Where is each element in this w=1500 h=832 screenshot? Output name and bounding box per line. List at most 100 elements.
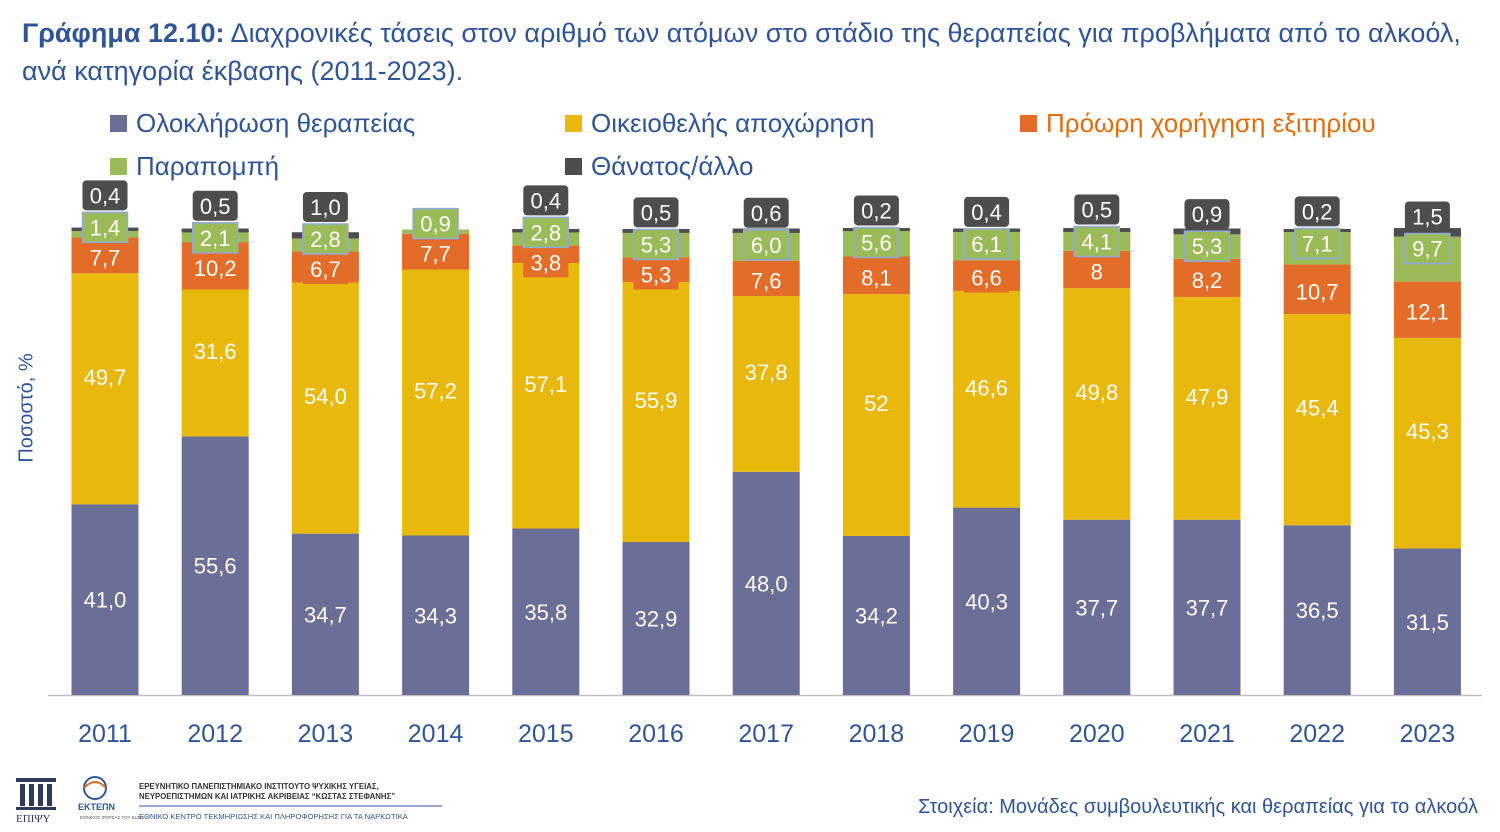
label-completion-2012: 55,6 (194, 554, 237, 579)
label-death-2020-box (1074, 194, 1120, 225)
label-referral-2023: 9,7 (1412, 237, 1443, 262)
label-voluntary-2020: 49,8 (1075, 380, 1118, 405)
bar-completion-2018 (842, 535, 910, 695)
label-referral-2015: 2,8 (531, 220, 562, 245)
label-death-2020: 0,5 (1082, 198, 1113, 223)
x-tick-2011: 2011 (78, 720, 132, 748)
label-referral-2022-box (1293, 227, 1341, 260)
x-tick-2022: 2022 (1289, 720, 1345, 748)
label-death-2023-box (1404, 201, 1450, 232)
label-death-2011-box (82, 180, 128, 211)
label-referral-2014: 0,9 (420, 212, 451, 237)
label-referral-2011-box (81, 211, 129, 244)
label-referral-2013: 2,8 (310, 227, 341, 252)
x-tick-2017: 2017 (738, 720, 794, 748)
label-referral-2014-box (412, 207, 459, 240)
label-voluntary-2012: 31,6 (194, 339, 237, 364)
label-discharge-2020-box (1081, 256, 1112, 287)
label-referral-2019: 6,1 (971, 232, 1002, 257)
label-discharge-2023: 12,1 (1406, 300, 1449, 325)
ektepn-logo-sub: ΕΘΝΙΚΟΣ ΦΟΡΕΑΣ ΤΟΥ EUDA (80, 815, 144, 820)
ektepn-logo: ΕΚΤΕΠΝ ΕΘΝΙΚΟΣ ΦΟΡΕΑΣ ΤΟΥ EUDA (78, 776, 144, 820)
label-death-2013: 1,0 (310, 195, 341, 220)
chart-title-number: Γράφημα 12.10: (22, 18, 225, 48)
label-discharge-2021-box (1184, 264, 1230, 295)
source-note: Στοιχεία: Μονάδες συμβουλευτικής και θερ… (918, 796, 1478, 818)
label-death-2021-box (1184, 199, 1230, 230)
label-death-2012-box (192, 190, 238, 221)
bar-voluntary-2011 (71, 273, 139, 505)
legend-item-referral: Παραπομπή (110, 151, 279, 182)
label-discharge-2016-box (633, 259, 679, 290)
label-discharge-2019: 6,6 (971, 266, 1002, 291)
label-referral-2021-box (1183, 230, 1231, 262)
x-tick-2016: 2016 (628, 720, 684, 748)
label-voluntary-2016: 55,9 (635, 388, 678, 413)
label-voluntary-2014: 57,2 (414, 379, 457, 404)
chart-title: Γράφημα 12.10: Διαχρονικές τάσεις στον α… (22, 14, 1462, 90)
x-tick-2020: 2020 (1069, 720, 1125, 748)
label-voluntary-2011: 49,7 (84, 365, 127, 390)
label-voluntary-2019: 46,6 (965, 375, 1008, 400)
label-discharge-2022: 10,7 (1296, 279, 1339, 304)
label-discharge-2013-box (302, 253, 348, 284)
label-death-2019: 0,4 (971, 200, 1002, 225)
bar-voluntary-2018 (842, 294, 910, 536)
label-voluntary-2015: 57,1 (524, 372, 567, 397)
label-completion-2017: 48,0 (745, 571, 788, 596)
label-voluntary-2018: 52 (864, 391, 888, 416)
label-referral-2018: 5,6 (861, 230, 892, 255)
legend-swatch-discharge (1020, 115, 1037, 132)
x-tick-2018: 2018 (849, 720, 905, 748)
x-tick-2019: 2019 (959, 720, 1015, 748)
legend-label-death: Θάνατος/άλλο (591, 151, 754, 181)
legend-swatch-referral (110, 158, 127, 175)
legend-label-voluntary: Οικειοθελής αποχώρηση (591, 108, 875, 138)
legend-label-completion: Ολοκλήρωση θεραπείας (136, 108, 416, 138)
label-referral-2019-box (963, 228, 1010, 260)
label-referral-2013-box (302, 223, 349, 255)
label-discharge-2011: 7,7 (90, 245, 121, 270)
x-tick-2023: 2023 (1400, 720, 1456, 748)
label-referral-2017: 6,0 (751, 233, 782, 258)
legend-item-discharge: Πρόωρη χορήγηση εξιτηρίου (1020, 108, 1376, 139)
legend-item-voluntary: Οικειοθελής αποχώρηση (565, 108, 874, 139)
label-death-2016-box (633, 197, 679, 228)
x-tick-2012: 2012 (187, 720, 243, 748)
label-voluntary-2013: 54,0 (304, 384, 347, 409)
label-completion-2021: 37,7 (1186, 595, 1229, 620)
label-death-2017-box (743, 197, 789, 228)
legend-item-death: Θάνατος/άλλο (565, 151, 754, 182)
label-referral-2023-box (1404, 232, 1451, 265)
legend-swatch-voluntary (565, 115, 582, 132)
label-referral-2015-box (522, 216, 570, 249)
label-completion-2020: 37,7 (1075, 595, 1118, 620)
label-voluntary-2022: 45,4 (1296, 396, 1339, 421)
label-referral-2017-box (742, 229, 790, 261)
label-completion-2018: 34,2 (855, 603, 898, 628)
label-death-2022-box (1294, 196, 1340, 227)
chart-title-text: Διαχρονικές τάσεις στον αριθμό των ατόμω… (22, 18, 1461, 86)
label-completion-2022: 36,5 (1296, 598, 1339, 623)
ektepn-logo-text: ΕΚΤΕΠΝ (78, 802, 115, 812)
label-completion-2014: 34,3 (414, 603, 457, 628)
label-discharge-2022-box (1289, 276, 1346, 307)
label-discharge-2015-box (523, 247, 569, 278)
label-completion-2019: 40,3 (965, 589, 1008, 614)
label-discharge-2015: 3,8 (531, 250, 562, 275)
label-death-2017: 0,6 (751, 201, 782, 226)
label-discharge-2018: 8,1 (861, 265, 892, 290)
label-death-2019-box (964, 196, 1010, 227)
bar-completion-2011 (71, 504, 139, 695)
label-discharge-2011-box (82, 242, 128, 273)
label-referral-2020: 4,1 (1082, 230, 1113, 255)
bar-completion-2017 (732, 471, 800, 695)
legend-item-completion: Ολοκλήρωση θεραπείας (110, 108, 415, 139)
label-referral-2016: 5,3 (641, 232, 672, 257)
label-discharge-2019-box (964, 262, 1010, 293)
label-referral-2012: 2,1 (200, 226, 231, 251)
legend-label-discharge: Πρόωρη χορήγηση εξιτηρίου (1046, 108, 1376, 138)
bar-voluntary-2022 (1283, 314, 1351, 526)
bar-completion-2012 (181, 436, 249, 695)
label-discharge-2016: 5,3 (641, 262, 672, 287)
